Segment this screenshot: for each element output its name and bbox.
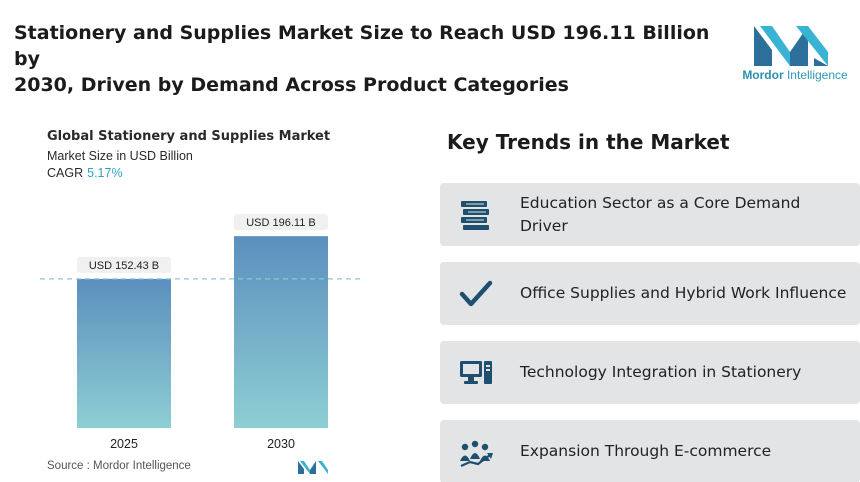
data-label-bg xyxy=(234,214,328,231)
data-label: USD 196.11 B xyxy=(246,217,316,229)
chart-title: Global Stationery and Supplies Market xyxy=(47,129,331,144)
trend-card-ecommerce: Expansion Through E-commerce xyxy=(440,420,860,482)
trend-card-education: Education Sector as a Core Demand Driver xyxy=(440,183,860,246)
source-label: Source : xyxy=(47,460,90,472)
trend-label: Education Sector as a Core Demand Driver xyxy=(520,193,801,235)
trend-card-office-supplies: Office Supplies and Hybrid Work Influenc… xyxy=(440,262,860,325)
source-logo-icon xyxy=(298,461,328,474)
page-title: Stationery and Supplies Market Size to R… xyxy=(14,20,734,98)
checkmark-icon xyxy=(459,280,493,307)
mordor-intelligence-logo: Mordor Intelligence xyxy=(740,18,850,90)
bar-chart: USD 152.43 B 2025 USD 196.11 B 2030 xyxy=(40,214,362,451)
trend-label: Expansion Through E-commerce xyxy=(520,442,772,460)
growth-people-icon xyxy=(460,440,493,468)
computer-icon xyxy=(460,361,492,384)
trend-label: Technology Integration in Stationery xyxy=(520,363,802,381)
data-label-bg xyxy=(77,256,171,273)
logo-wordmark: Mordor Intelligence xyxy=(742,68,848,82)
trend-card-technology: Technology Integration in Stationery xyxy=(440,341,860,404)
cagr-label: CAGR xyxy=(47,166,84,180)
trends-title: Key Trends in the Market xyxy=(447,130,730,154)
cagr: CAGR 5.17% xyxy=(47,166,123,180)
x-tick-label: 2025 xyxy=(110,437,138,451)
source-name: Mordor Intelligence xyxy=(93,460,191,472)
logo-mark-icon xyxy=(754,26,828,66)
data-label: USD 152.43 B xyxy=(89,260,159,272)
x-tick-label: 2030 xyxy=(267,437,295,451)
bar-2025 xyxy=(77,278,171,428)
books-icon xyxy=(461,201,489,230)
page-title-line-2: 2030, Driven by Demand Across Product Ca… xyxy=(14,74,569,96)
page-title-line-1: Stationery and Supplies Market Size to R… xyxy=(14,22,710,70)
source-note: Source : Mordor Intelligence xyxy=(47,460,191,472)
bar-2030 xyxy=(234,236,328,428)
trend-label: Office Supplies and Hybrid Work Influenc… xyxy=(520,284,847,302)
chart-subtitle: Market Size in USD Billion xyxy=(47,149,193,163)
cagr-value: 5.17% xyxy=(87,166,123,180)
